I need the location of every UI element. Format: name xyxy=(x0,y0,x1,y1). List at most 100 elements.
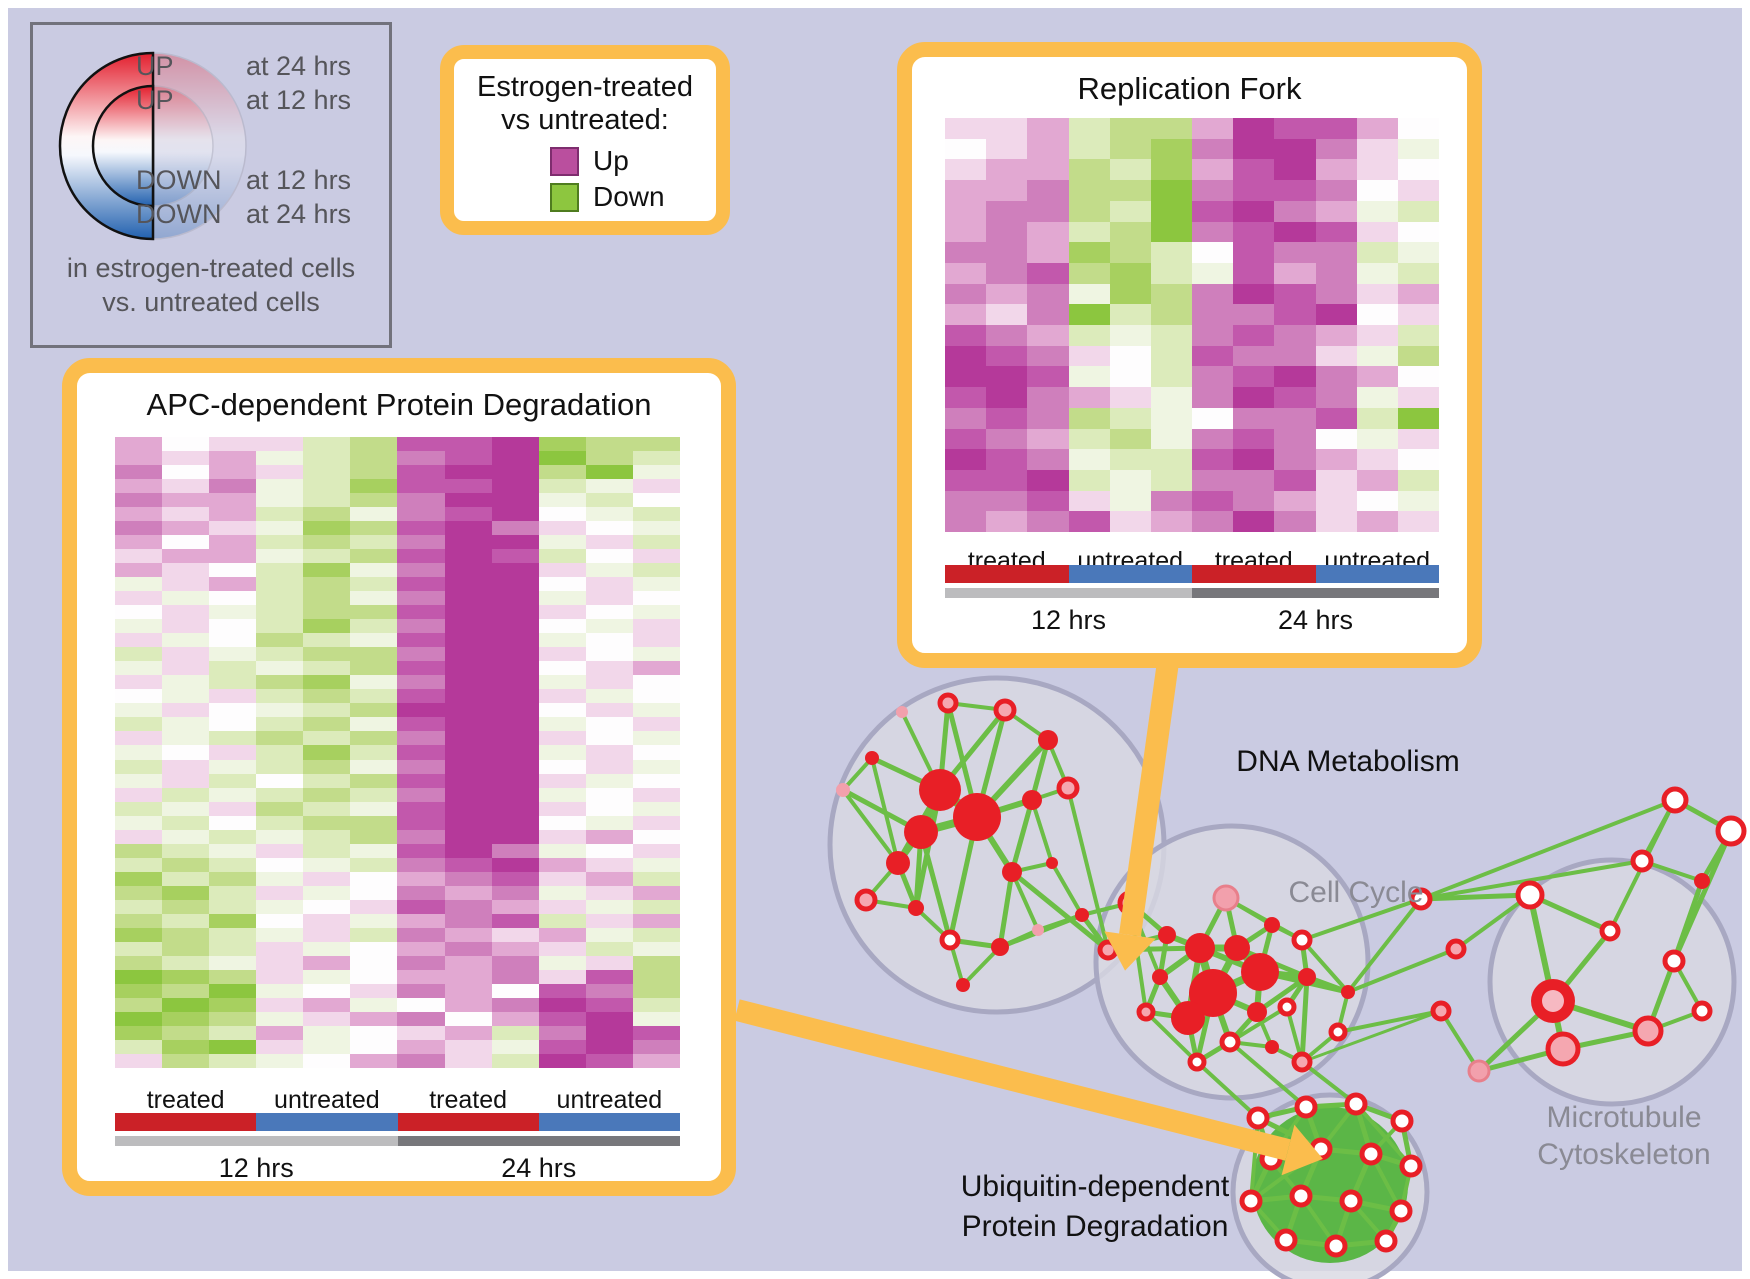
heatmap-cell xyxy=(350,605,398,620)
heatmap-cell xyxy=(1192,283,1234,305)
rf-time-labels: 12 hrs 24 hrs xyxy=(945,605,1439,636)
heatmap-cell xyxy=(585,871,633,886)
heatmap-cell xyxy=(397,913,445,928)
heatmap-cell xyxy=(350,1039,398,1054)
updown-legend-title-2: vs untreated: xyxy=(501,104,669,136)
cell-cycle-label: Cell Cycle xyxy=(1288,876,1424,909)
heatmap-cell xyxy=(632,1011,680,1026)
heatmap-cell xyxy=(303,801,351,816)
heatmap-cell xyxy=(986,449,1028,470)
heatmap-cell xyxy=(444,703,492,718)
heatmap-cell xyxy=(209,563,257,578)
heatmap-cell xyxy=(256,563,304,578)
heatmap-cell xyxy=(585,549,633,564)
heatmap-cell xyxy=(350,493,398,508)
heatmap-cell xyxy=(1356,262,1398,284)
heatmap-cell xyxy=(491,465,539,480)
heatmap-cell xyxy=(585,661,633,676)
network-node xyxy=(1212,884,1240,912)
network-node xyxy=(1246,1106,1270,1130)
heatmap-cell xyxy=(444,465,492,480)
heatmap-cell xyxy=(538,927,586,942)
heatmap-cell xyxy=(256,717,304,732)
network-edge xyxy=(1009,797,1035,875)
network-node xyxy=(1046,857,1058,869)
network-node xyxy=(1341,985,1355,999)
heatmap-cell xyxy=(444,563,492,578)
network-node xyxy=(896,706,908,718)
heatmap-cell xyxy=(1068,428,1110,450)
heatmap-cell xyxy=(209,955,257,970)
heatmap-cell xyxy=(585,759,633,774)
heatmap-cell xyxy=(397,465,445,480)
network-node xyxy=(1171,1001,1205,1035)
heatmap-cell xyxy=(303,703,351,718)
heatmap-cell xyxy=(115,801,163,816)
heatmap-cell xyxy=(538,787,586,802)
heatmap-cell xyxy=(538,997,586,1012)
heatmap-cell xyxy=(986,325,1028,346)
heatmap-cell xyxy=(1233,511,1275,532)
apc-condition-bar xyxy=(115,1113,680,1131)
heatmap-cell xyxy=(444,493,492,508)
heatmap-cell xyxy=(585,801,633,816)
ring-time-12a: at 12 hrs xyxy=(246,85,352,115)
heatmap-cell xyxy=(1192,366,1234,388)
heatmap-cell xyxy=(1397,407,1439,429)
apc-12hrs-label: 12 hrs xyxy=(218,1153,294,1183)
heatmap-cell xyxy=(256,997,304,1012)
heatmap-cell xyxy=(115,661,163,676)
heatmap-cell xyxy=(1109,345,1151,367)
heatmap-cell xyxy=(1027,180,1069,201)
heatmap-cell xyxy=(444,731,492,746)
network-node xyxy=(1632,1015,1664,1047)
heatmap-cell xyxy=(209,717,257,732)
heatmap-cell xyxy=(986,200,1028,222)
heatmap-cell xyxy=(491,899,539,914)
heatmap-cell xyxy=(162,535,210,550)
heatmap-cell xyxy=(397,969,445,984)
heatmap-cell xyxy=(538,717,586,732)
legend-item-up: Up xyxy=(550,145,629,177)
heatmap-cell xyxy=(444,927,492,942)
heatmap-cell xyxy=(538,983,586,998)
heatmap-cell xyxy=(585,675,633,690)
heatmap-cell xyxy=(585,1053,633,1068)
heatmap-cell xyxy=(491,983,539,998)
heatmap-cell xyxy=(945,345,987,367)
heatmap-cell xyxy=(632,1053,680,1068)
heatmap-cell xyxy=(1397,511,1439,532)
heatmap-cell xyxy=(1192,118,1234,139)
heatmap-cell xyxy=(115,843,163,858)
heatmap-cell xyxy=(1397,262,1439,284)
heatmap-cell xyxy=(397,493,445,508)
heatmap-cell xyxy=(986,366,1028,388)
heatmap-cell xyxy=(986,428,1028,450)
heatmap-cell xyxy=(585,577,633,592)
heatmap-cell xyxy=(209,969,257,984)
rf-title: Replication Fork xyxy=(1077,71,1302,106)
heatmap-cell xyxy=(1109,469,1151,491)
heatmap-cell xyxy=(1397,180,1439,201)
heatmap-cell xyxy=(585,941,633,956)
heatmap-cell xyxy=(256,885,304,900)
heatmap-cell xyxy=(256,759,304,774)
heatmap-cell xyxy=(256,913,304,928)
heatmap-cell xyxy=(256,521,304,536)
heatmap-cell xyxy=(538,815,586,830)
heatmap-cell xyxy=(209,1039,257,1054)
inner-ring-right-half xyxy=(152,85,214,207)
heatmap-cell xyxy=(115,493,163,508)
heatmap-cell xyxy=(350,871,398,886)
apc-untreated-2: untreated xyxy=(556,1086,663,1114)
heatmap-cell xyxy=(1027,428,1069,450)
heatmap-cell xyxy=(350,955,398,970)
heatmap-cell xyxy=(491,801,539,816)
heatmap-cell xyxy=(256,983,304,998)
heatmap-cell xyxy=(1274,345,1316,367)
heatmap-cell xyxy=(1356,304,1398,325)
heatmap-cell xyxy=(162,549,210,564)
network-edge xyxy=(1299,974,1310,1065)
apc-panel: APC-dependent Protein Degradation treate… xyxy=(62,358,736,1196)
heatmap-cell xyxy=(1027,449,1069,470)
